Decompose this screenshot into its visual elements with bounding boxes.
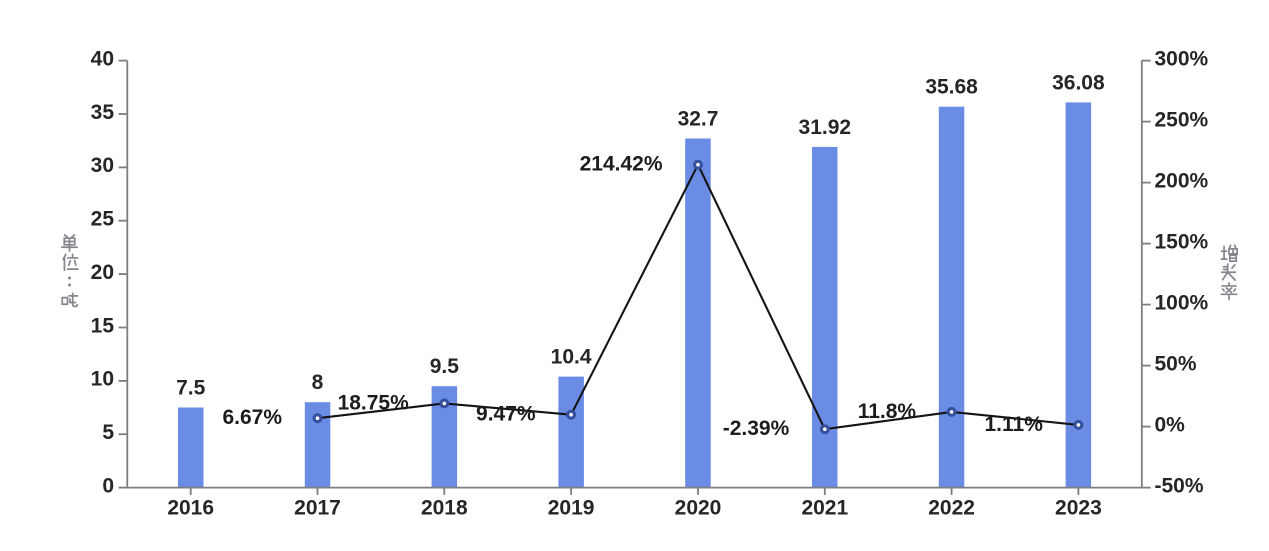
svg-text:10.4: 10.4	[551, 346, 592, 369]
svg-text:40: 40	[91, 47, 114, 70]
svg-text:5: 5	[102, 421, 114, 444]
svg-text:36.08: 36.08	[1052, 71, 1105, 94]
svg-text:2018: 2018	[421, 496, 468, 519]
svg-text:300%: 300%	[1155, 47, 1209, 70]
svg-text:20: 20	[91, 261, 114, 284]
svg-text:7.5: 7.5	[176, 377, 206, 400]
svg-text:32.7: 32.7	[678, 108, 719, 131]
svg-text:31.92: 31.92	[799, 116, 852, 139]
svg-text:18.75%: 18.75%	[338, 391, 410, 414]
svg-text:0%: 0%	[1155, 413, 1186, 436]
svg-text:2022: 2022	[928, 496, 975, 519]
svg-text:10: 10	[91, 368, 114, 391]
svg-text:9.5: 9.5	[430, 355, 460, 378]
svg-text:11.8%: 11.8%	[858, 400, 917, 423]
svg-text:2016: 2016	[167, 496, 214, 519]
svg-text:214.42%: 214.42%	[580, 153, 663, 176]
svg-text:2019: 2019	[548, 496, 595, 519]
svg-text:35: 35	[91, 101, 115, 124]
svg-text:25: 25	[91, 208, 115, 231]
svg-text:35.68: 35.68	[925, 76, 978, 99]
svg-text:6.67%: 6.67%	[222, 406, 282, 429]
svg-text:0: 0	[102, 474, 114, 497]
svg-text:15: 15	[91, 314, 115, 337]
svg-text:30: 30	[91, 154, 114, 177]
svg-text:2017: 2017	[294, 496, 341, 519]
svg-text:2021: 2021	[801, 496, 848, 519]
svg-text:250%: 250%	[1155, 108, 1209, 131]
svg-text:100%: 100%	[1155, 291, 1209, 314]
svg-text:150%: 150%	[1155, 230, 1209, 253]
svg-text:-50%: -50%	[1155, 474, 1204, 497]
svg-text:-2.39%: -2.39%	[723, 417, 790, 440]
svg-text:2023: 2023	[1055, 496, 1102, 519]
svg-text:1.11%: 1.11%	[985, 413, 1044, 436]
svg-text:9.47%: 9.47%	[476, 403, 536, 426]
svg-text:200%: 200%	[1155, 169, 1209, 192]
svg-text:2020: 2020	[675, 496, 722, 519]
svg-text:8: 8	[312, 371, 324, 394]
svg-text:50%: 50%	[1155, 352, 1197, 375]
